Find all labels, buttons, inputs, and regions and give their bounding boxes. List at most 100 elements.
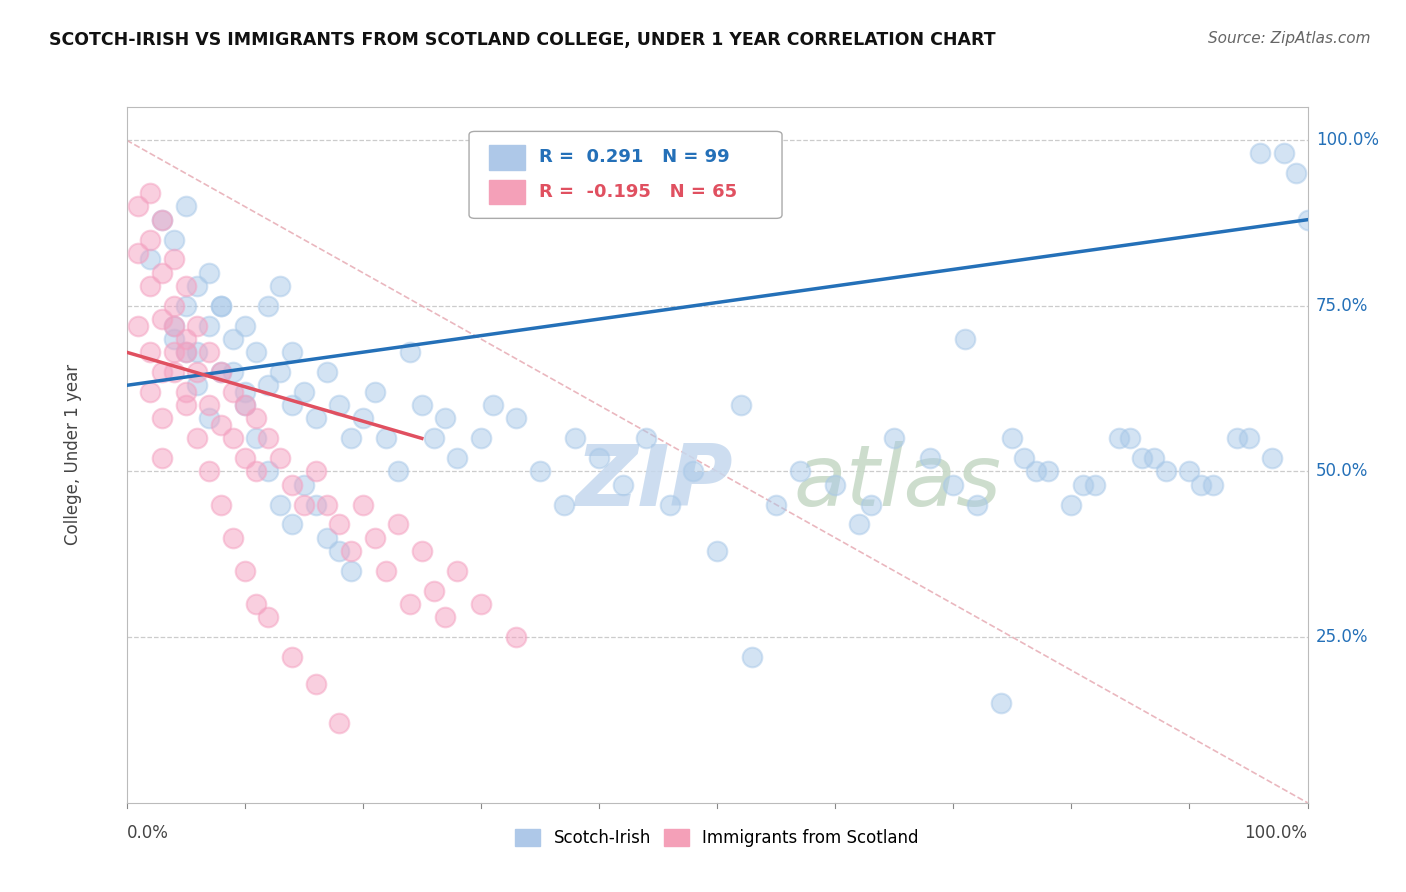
Point (292, 384, 315, 399)
Point (269, 498, 291, 512)
Point (730, 398, 752, 412)
Point (150, 212, 173, 227)
Point (174, 199, 197, 213)
Point (316, 531, 339, 545)
Point (553, 498, 575, 512)
Point (150, 365, 173, 379)
Point (163, 252, 186, 267)
Point (127, 199, 149, 213)
Point (470, 597, 492, 611)
Text: 100.0%: 100.0% (1244, 823, 1308, 842)
Point (1012, 451, 1035, 466)
Text: SCOTCH-IRISH VS IMMIGRANTS FROM SCOTLAND COLLEGE, UNDER 1 YEAR CORRELATION CHART: SCOTCH-IRISH VS IMMIGRANTS FROM SCOTLAND… (49, 31, 995, 49)
Point (139, 186, 162, 201)
Point (966, 498, 988, 512)
Point (198, 398, 221, 412)
Point (127, 245, 149, 260)
Point (222, 431, 245, 445)
Point (198, 465, 221, 479)
Text: 75.0%: 75.0% (1316, 297, 1368, 315)
Point (1202, 477, 1225, 491)
Point (918, 451, 941, 466)
Point (422, 583, 444, 598)
Point (387, 517, 409, 532)
Point (233, 398, 256, 412)
Point (186, 378, 208, 392)
Point (245, 411, 267, 425)
Text: 100.0%: 100.0% (1316, 131, 1379, 149)
Point (316, 498, 339, 512)
Point (328, 716, 350, 731)
Text: R =  -0.195   N = 65: R = -0.195 N = 65 (538, 183, 737, 202)
Point (150, 266, 173, 280)
Point (304, 676, 326, 690)
Text: R =  0.291   N = 99: R = 0.291 N = 99 (538, 148, 730, 167)
Point (399, 597, 422, 611)
Point (174, 345, 197, 359)
Point (139, 345, 162, 359)
Point (789, 465, 811, 479)
Point (1071, 477, 1094, 491)
Point (222, 365, 245, 379)
Point (174, 279, 197, 293)
Point (1261, 451, 1284, 466)
Point (505, 411, 527, 425)
Point (281, 650, 304, 665)
Point (387, 465, 409, 479)
Point (257, 431, 280, 445)
Point (163, 365, 186, 379)
Point (859, 498, 882, 512)
Text: 0.0%: 0.0% (127, 823, 169, 842)
Point (1272, 146, 1295, 161)
Point (163, 318, 186, 333)
Point (245, 597, 267, 611)
Point (505, 630, 527, 644)
Point (399, 345, 422, 359)
Point (1296, 212, 1319, 227)
Point (269, 279, 291, 293)
Point (222, 384, 245, 399)
Point (340, 431, 363, 445)
Point (222, 332, 245, 346)
Point (281, 477, 304, 491)
Point (352, 498, 374, 512)
Point (257, 465, 280, 479)
Point (245, 431, 267, 445)
Point (564, 431, 586, 445)
Bar (489, 180, 524, 204)
Point (422, 431, 444, 445)
Point (174, 384, 197, 399)
Point (363, 531, 385, 545)
Point (1249, 146, 1271, 161)
Point (942, 477, 965, 491)
Point (446, 451, 468, 466)
Point (163, 233, 186, 247)
Point (636, 431, 658, 445)
Text: College, Under 1 year: College, Under 1 year (65, 364, 83, 546)
Point (1001, 431, 1024, 445)
Point (186, 279, 208, 293)
Point (765, 498, 787, 512)
Point (411, 544, 433, 558)
Point (1108, 431, 1130, 445)
Text: atlas: atlas (794, 442, 1002, 524)
Point (245, 345, 267, 359)
Point (222, 531, 245, 545)
Point (163, 345, 186, 359)
Point (1226, 431, 1249, 445)
Point (269, 451, 291, 466)
Point (257, 610, 280, 624)
Point (257, 378, 280, 392)
Point (245, 465, 267, 479)
Point (304, 411, 326, 425)
Point (257, 299, 280, 313)
Point (706, 544, 728, 558)
Point (139, 279, 162, 293)
Point (588, 451, 610, 466)
Point (1285, 166, 1308, 180)
Point (209, 365, 232, 379)
Point (233, 398, 256, 412)
Point (174, 299, 197, 313)
Point (209, 365, 232, 379)
Point (352, 411, 374, 425)
